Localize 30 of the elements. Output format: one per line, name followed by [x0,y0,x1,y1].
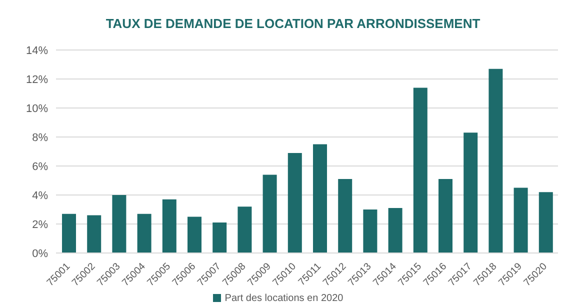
y-tick-label: 12% [26,74,48,86]
bar [338,179,352,253]
bar [162,199,176,253]
bar [363,210,378,253]
chart-title: TAUX DE DEMANDE DE LOCATION PAR ARRONDISSEMENT [104,15,482,33]
y-tick-label: 4% [32,190,48,202]
bar [488,68,503,253]
bar [62,214,76,253]
legend-label: Part des locations en 2020 [224,293,344,304]
bar [464,132,478,253]
bar [188,216,202,253]
bar [438,179,452,253]
bar [313,144,327,253]
y-tick-label: 14% [26,44,48,57]
bar [112,195,126,253]
bar [262,174,277,253]
y-tick-label: 0% [32,248,48,260]
y-tick-label: 6% [32,160,48,173]
bar [288,152,302,253]
bar [137,214,152,253]
bar [238,206,252,253]
bar [87,215,102,253]
bar [413,88,428,253]
bar [538,192,553,253]
bar [514,188,528,253]
y-tick-label: 2% [32,218,48,231]
bar [212,222,227,253]
y-tick-label: 8% [32,132,48,144]
bar [388,208,402,253]
y-tick-label: 10% [26,102,48,115]
